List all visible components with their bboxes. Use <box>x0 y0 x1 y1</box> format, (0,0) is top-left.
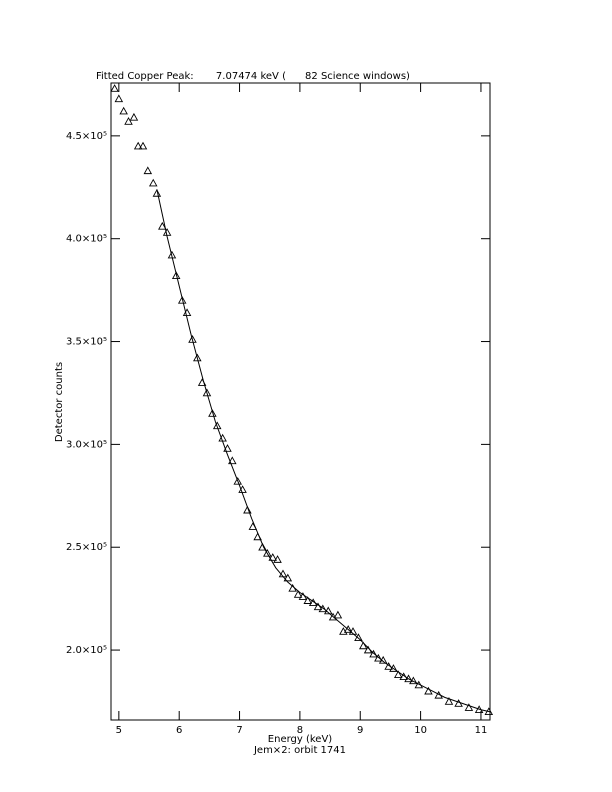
triangle-marker <box>318 604 328 613</box>
y-tick-label: 4.5×10⁵ <box>66 131 107 142</box>
triangle-marker <box>424 686 433 695</box>
triangle-marker <box>212 421 222 430</box>
y-tick-label: 2.5×10⁵ <box>66 542 107 553</box>
triangle-marker <box>188 335 197 343</box>
triangle-marker <box>148 178 158 187</box>
triangle-marker <box>158 221 167 230</box>
triangle-marker <box>444 697 454 705</box>
x-tick-label: 9 <box>357 725 363 736</box>
y-tick-label: 2.0×10⁵ <box>66 645 107 656</box>
triangle-marker <box>293 590 303 598</box>
chart-title: Fitted Copper Peak: 7.07474 keV ( 82 Sci… <box>96 71 410 82</box>
triangle-marker <box>202 388 212 397</box>
triangle-marker <box>110 84 119 92</box>
triangle-marker <box>268 553 278 561</box>
triangle-marker <box>394 670 403 678</box>
triangle-marker <box>129 112 139 121</box>
x-tick-label: 10 <box>414 725 427 736</box>
triangle-marker <box>177 295 187 304</box>
triangle-marker <box>348 627 358 635</box>
triangle-marker <box>374 653 383 662</box>
subtitle: Jem×2: orbit 1741 <box>253 745 346 756</box>
triangle-marker <box>464 703 474 711</box>
triangle-marker <box>138 141 148 150</box>
y-tick-label: 3.0×10⁵ <box>66 439 107 450</box>
triangle-marker <box>124 117 133 125</box>
triangle-marker <box>333 610 343 619</box>
triangle-marker <box>193 353 202 362</box>
triangle-marker <box>404 674 413 683</box>
triangle-marker <box>171 271 181 279</box>
triangle-marker <box>133 141 143 150</box>
triangle-marker <box>208 409 217 417</box>
x-tick-label: 8 <box>297 725 303 736</box>
y-axis-label: Detector counts <box>54 362 65 442</box>
triangle-marker <box>273 555 282 563</box>
x-axis-label: Energy (keV) <box>268 734 333 745</box>
plot-frame <box>110 82 491 721</box>
triangle-marker <box>358 641 368 650</box>
triangle-marker <box>119 106 128 115</box>
x-tick-label: 5 <box>116 725 122 736</box>
triangle-marker <box>369 649 378 658</box>
triangle-marker <box>114 94 124 103</box>
triangle-marker <box>152 189 162 197</box>
triangle-marker <box>233 476 243 485</box>
triangle-marker <box>223 444 232 452</box>
y-tick-label: 4.0×10⁵ <box>66 234 107 245</box>
x-tick-label: 11 <box>475 725 488 736</box>
triangle-marker <box>243 505 252 514</box>
triangle-marker <box>303 596 313 604</box>
triangle-marker <box>283 573 293 582</box>
triangle-marker <box>228 456 237 465</box>
y-tick-label: 3.5×10⁵ <box>66 337 107 348</box>
fit-line <box>156 189 491 713</box>
triangle-marker <box>343 625 353 633</box>
triangle-marker <box>263 548 272 557</box>
x-tick-label: 6 <box>176 725 182 736</box>
triangle-marker <box>143 166 153 175</box>
x-tick-label: 7 <box>236 725 242 736</box>
triangle-marker <box>389 664 398 672</box>
triangle-marker <box>258 542 267 551</box>
